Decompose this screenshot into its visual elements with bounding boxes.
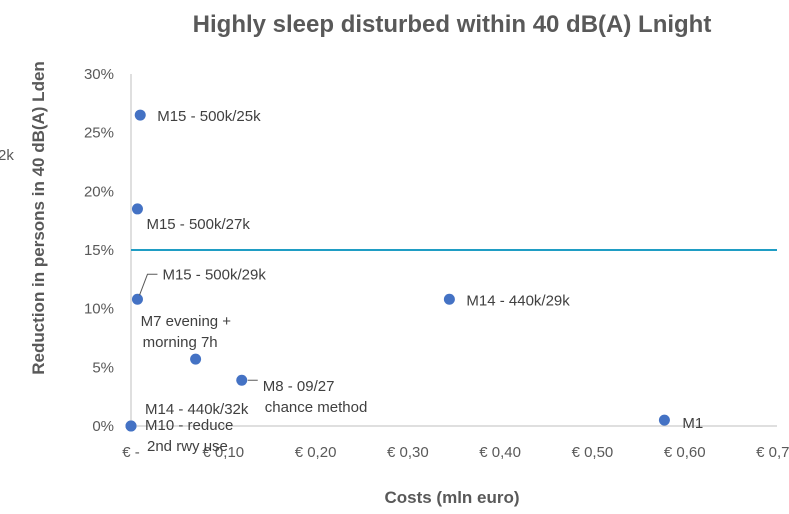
y-tick-label: 20% — [84, 183, 114, 200]
data-point-label: M15 - 500k/29k — [162, 266, 266, 283]
y-axis-title: Reduction in persons in 40 dB(A) Lden — [29, 61, 48, 375]
chart-title: Highly sleep disturbed within 40 dB(A) L… — [193, 11, 712, 38]
data-point — [190, 353, 202, 365]
data-point — [131, 203, 143, 215]
y-tick-label: 25% — [84, 125, 114, 142]
data-point — [125, 420, 137, 432]
y-tick-label: 10% — [84, 301, 114, 318]
data-point — [236, 374, 248, 386]
data-point-label: M14 - 440k/29k — [466, 292, 570, 309]
data-point — [131, 293, 143, 305]
x-tick-label: € 0,10 — [202, 444, 244, 461]
y-tick-label: 30% — [84, 66, 114, 83]
data-point — [443, 293, 455, 305]
data-point — [134, 109, 146, 121]
x-tick-label: € 0,50 — [572, 444, 614, 461]
y-tick-label: 15% — [84, 242, 114, 259]
x-axis-title: Costs (mln euro) — [384, 488, 519, 507]
x-tick-label: € 0,40 — [479, 444, 521, 461]
data-point-label: M8 - 09/27 chance method — [263, 378, 368, 416]
data-point-label: M15 - 500k/27k — [146, 216, 250, 233]
x-tick-label: € 0,60 — [664, 444, 706, 461]
data-point-label: M1 — [682, 415, 703, 432]
y-tick-label: 5% — [92, 359, 114, 376]
y-tick-label: 0% — [92, 418, 114, 435]
x-tick-label: € - — [122, 444, 140, 461]
x-tick-label: € 0,70 — [756, 444, 789, 461]
cut-off-label-fragment: 2k — [0, 147, 14, 164]
data-point-label: M10 - reduce 2nd rwy use — [145, 417, 233, 455]
x-tick-label: € 0,20 — [295, 444, 337, 461]
data-point-label: M15 - 500k/25k — [157, 108, 261, 125]
data-point-label: M7 evening + morning 7h — [141, 313, 232, 351]
x-tick-label: € 0,30 — [387, 444, 429, 461]
data-point — [658, 414, 670, 426]
data-point-label: M14 - 440k/32k — [145, 401, 249, 418]
label-leader-line — [138, 273, 158, 296]
